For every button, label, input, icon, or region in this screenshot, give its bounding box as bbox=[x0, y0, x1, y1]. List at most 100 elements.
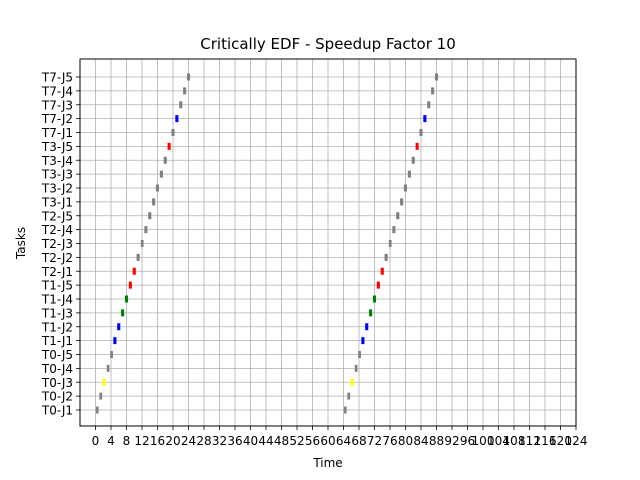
x-tick-label: 72 bbox=[367, 434, 382, 448]
y-tick-label: T1-J4 bbox=[41, 293, 73, 307]
y-tick-label: T0-J3 bbox=[41, 376, 73, 390]
y-tick-label: T2-J5 bbox=[41, 209, 73, 223]
x-tick-label: 68 bbox=[351, 434, 366, 448]
task-segment bbox=[121, 309, 125, 317]
x-tick-label: 100 bbox=[472, 434, 495, 448]
x-tick-label: 44 bbox=[258, 434, 273, 448]
y-tick-label: T3-J3 bbox=[41, 168, 73, 182]
y-tick-label: T7-J4 bbox=[41, 84, 73, 98]
y-tick-label: T2-J2 bbox=[41, 251, 73, 265]
x-tick-label: 96 bbox=[460, 434, 475, 448]
task-segment bbox=[155, 184, 160, 192]
task-segment bbox=[159, 170, 163, 178]
task-segment bbox=[140, 240, 144, 247]
x-tick-label: 52 bbox=[289, 434, 304, 448]
y-tick-label: T3-J2 bbox=[41, 182, 73, 196]
x-tick-label: 76 bbox=[382, 434, 397, 448]
task-segment bbox=[419, 129, 423, 136]
task-segment bbox=[132, 267, 136, 275]
x-tick-label: 80 bbox=[398, 434, 413, 448]
task-segment bbox=[407, 170, 411, 178]
task-segment bbox=[361, 337, 365, 345]
y-tick-label: T2-J4 bbox=[41, 223, 73, 237]
x-axis-label: Time bbox=[312, 456, 342, 470]
x-tick-label: 16 bbox=[150, 434, 165, 448]
task-segment bbox=[427, 101, 431, 109]
task-segment bbox=[99, 392, 103, 400]
x-tick-label: 20 bbox=[165, 434, 180, 448]
x-tick-label: 104 bbox=[487, 434, 510, 448]
task-segment bbox=[369, 309, 373, 317]
x-tick-label: 88 bbox=[429, 434, 444, 448]
y-tick-label: T0-J2 bbox=[41, 390, 73, 404]
y-tick-label: T7-J5 bbox=[41, 71, 73, 85]
y-tick-label: T3-J5 bbox=[41, 140, 73, 154]
task-segment bbox=[95, 406, 99, 414]
task-segment bbox=[347, 392, 351, 400]
x-tick-label: 84 bbox=[413, 434, 428, 448]
task-segment bbox=[171, 129, 175, 136]
task-segment bbox=[388, 240, 392, 247]
y-tick-label: T1-J3 bbox=[41, 306, 73, 320]
x-tick-label: 40 bbox=[243, 434, 258, 448]
y-tick-label: T0-J1 bbox=[41, 404, 73, 418]
y-tick-label: T7-J3 bbox=[41, 98, 73, 112]
task-segment bbox=[380, 267, 384, 275]
bars bbox=[95, 73, 439, 414]
y-tick-label: T2-J1 bbox=[41, 265, 73, 279]
x-tick-label: 116 bbox=[534, 434, 557, 448]
task-segment bbox=[186, 73, 191, 81]
x-tick-label: 64 bbox=[336, 434, 351, 448]
x-tick-label: 0 bbox=[92, 434, 100, 448]
task-segment bbox=[144, 226, 148, 234]
task-segment bbox=[354, 364, 358, 372]
task-segment bbox=[358, 351, 361, 358]
x-tick-label: 32 bbox=[212, 434, 227, 448]
task-segment bbox=[396, 212, 400, 220]
task-segment bbox=[372, 295, 377, 303]
task-segment bbox=[124, 295, 129, 303]
task-segment bbox=[136, 253, 140, 261]
y-tick-label: T3-J1 bbox=[41, 195, 73, 209]
y-tick-label: T1-J5 bbox=[41, 279, 73, 293]
task-segment bbox=[400, 198, 404, 206]
task-segment bbox=[106, 364, 110, 372]
x-tick-label: 8 bbox=[123, 434, 131, 448]
x-tick-label: 24 bbox=[181, 434, 196, 448]
x-tick-label: 92 bbox=[444, 434, 459, 448]
y-axis-label: Tasks bbox=[14, 227, 28, 260]
task-segment bbox=[148, 212, 152, 220]
task-segment bbox=[415, 142, 419, 150]
task-segment bbox=[167, 142, 171, 150]
y-tick-label: T0-J4 bbox=[41, 362, 73, 376]
task-segment bbox=[183, 87, 187, 95]
task-segment bbox=[411, 156, 415, 164]
task-segment bbox=[113, 337, 117, 345]
x-tick-label: 56 bbox=[305, 434, 320, 448]
y-tick-label: T2-J3 bbox=[41, 237, 73, 251]
task-segment bbox=[152, 198, 156, 206]
y-tick-label: T1-J2 bbox=[41, 320, 73, 334]
y-axis-ticks: T0-J1T0-J2T0-J3T0-J4T0-J5T1-J1T1-J2T1-J3… bbox=[41, 71, 80, 418]
x-tick-label: 120 bbox=[549, 434, 572, 448]
grid bbox=[80, 59, 577, 426]
x-tick-label: 108 bbox=[503, 434, 526, 448]
task-segment bbox=[343, 406, 347, 414]
task-segment bbox=[179, 101, 183, 109]
task-segment bbox=[128, 281, 132, 289]
x-tick-label: 28 bbox=[196, 434, 211, 448]
chart-title: Critically EDF - Speedup Factor 10 bbox=[200, 35, 455, 53]
y-tick-label: T0-J5 bbox=[41, 348, 73, 362]
x-axis-ticks: 0 4 8 12 16 20 24 28 32 36 40 44 48 52 56 60 64 68 72 76 80 8… bbox=[92, 426, 587, 448]
x-tick-label: 48 bbox=[274, 434, 289, 448]
task-segment bbox=[434, 73, 439, 81]
task-segment bbox=[102, 378, 106, 386]
y-tick-label: T1-J1 bbox=[41, 334, 73, 348]
x-tick-label: 12 bbox=[134, 434, 149, 448]
task-segment bbox=[163, 156, 167, 164]
y-tick-label: T3-J4 bbox=[41, 154, 73, 168]
task-segment bbox=[365, 323, 369, 331]
task-segment bbox=[110, 351, 113, 358]
